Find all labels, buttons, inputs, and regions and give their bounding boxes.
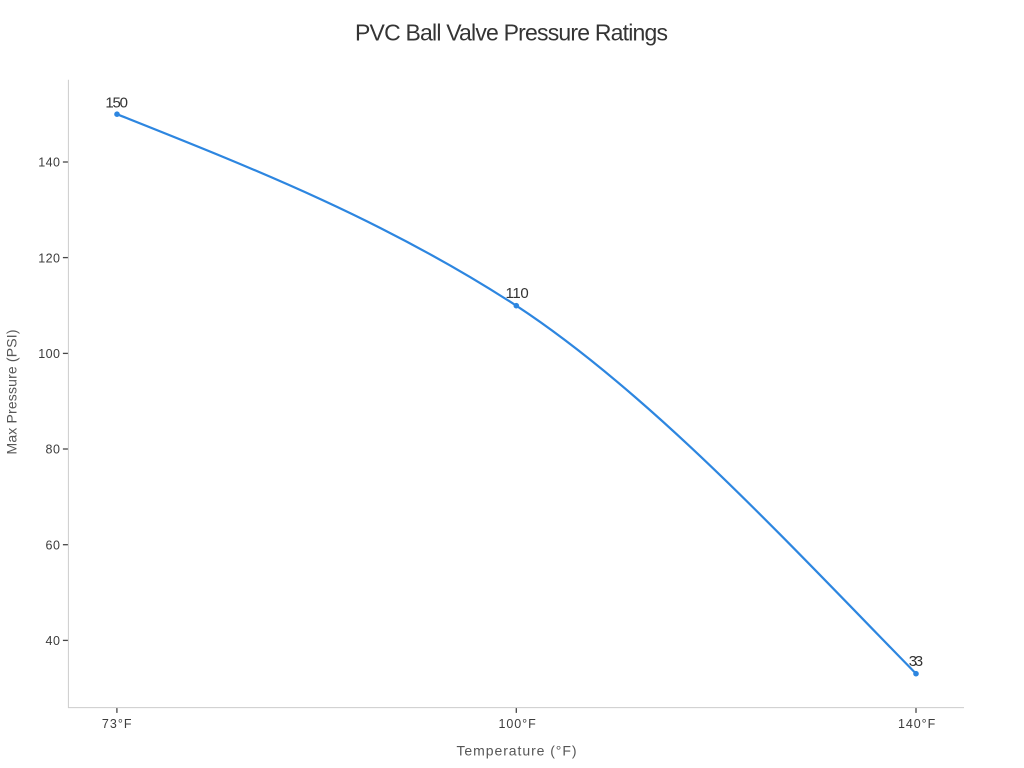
svg-text:40: 40 xyxy=(46,634,61,648)
svg-text:33: 33 xyxy=(909,653,923,670)
svg-text:80: 80 xyxy=(46,443,61,457)
svg-text:Temperature (°F): Temperature (°F) xyxy=(457,742,577,758)
svg-text:73°F: 73°F xyxy=(102,717,132,731)
svg-text:Max Pressure (PSI): Max Pressure (PSI) xyxy=(4,330,20,455)
svg-text:110: 110 xyxy=(506,285,529,302)
svg-text:100°F: 100°F xyxy=(498,717,536,731)
svg-text:150: 150 xyxy=(105,95,128,112)
svg-text:120: 120 xyxy=(38,251,60,265)
svg-text:100: 100 xyxy=(38,347,60,361)
svg-text:140°F: 140°F xyxy=(898,717,936,731)
svg-text:PVC Ball Valve Pressure Rating: PVC Ball Valve Pressure Ratings xyxy=(355,20,668,46)
svg-text:60: 60 xyxy=(46,538,61,552)
svg-text:140: 140 xyxy=(38,156,60,170)
